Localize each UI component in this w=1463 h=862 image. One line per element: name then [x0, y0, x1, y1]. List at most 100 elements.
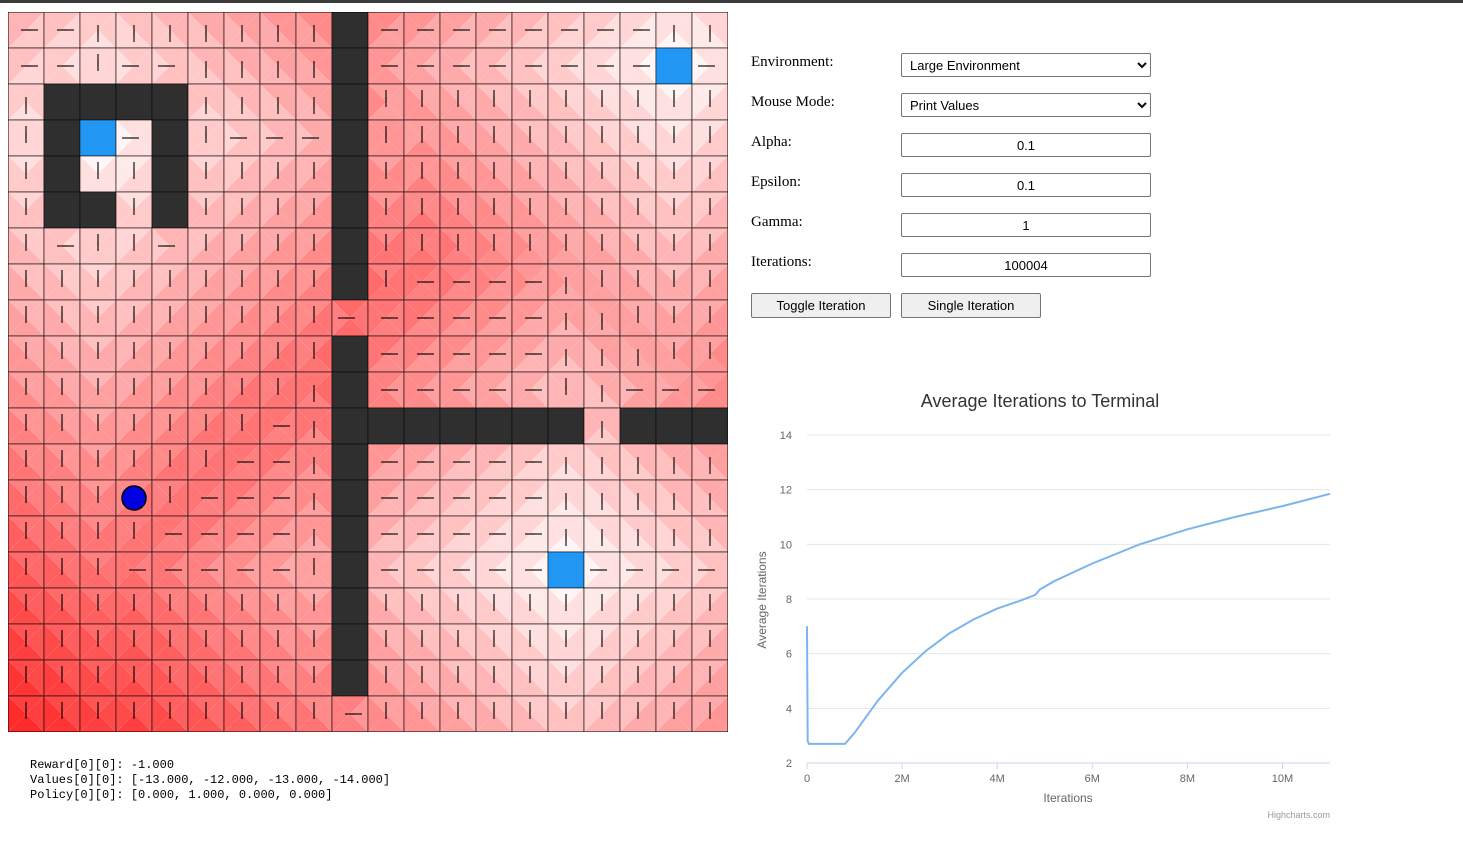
q-value-triangle — [368, 660, 386, 696]
gridworld[interactable] — [8, 12, 728, 732]
q-value-triangle — [548, 660, 566, 696]
q-value-triangle — [44, 390, 80, 408]
y-axis-label: Average Iterations — [755, 551, 769, 648]
q-value-triangle — [584, 300, 602, 336]
q-value-triangle — [188, 534, 224, 552]
iterations-input[interactable] — [901, 253, 1151, 277]
q-value-triangle — [548, 444, 584, 462]
gamma-input[interactable] — [901, 213, 1151, 237]
q-value-triangle — [116, 300, 134, 336]
chart-credits[interactable]: Highcharts.com — [1267, 810, 1330, 820]
q-value-triangle — [44, 282, 80, 300]
q-value-triangle — [170, 228, 188, 264]
toggle-iteration-button[interactable]: Toggle Iteration — [751, 293, 891, 318]
q-value-triangle — [656, 624, 674, 660]
q-value-triangle — [260, 516, 278, 552]
q-value-triangle — [620, 30, 656, 48]
q-value-triangle — [44, 534, 80, 552]
alpha-input[interactable] — [901, 133, 1151, 157]
q-value-triangle — [296, 282, 332, 300]
q-value-triangle — [368, 12, 386, 48]
q-value-triangle — [62, 696, 80, 732]
q-value-triangle — [476, 444, 512, 462]
q-value-triangle — [116, 390, 152, 408]
single-iteration-button[interactable]: Single Iteration — [901, 293, 1041, 318]
q-value-triangle — [692, 192, 710, 228]
q-value-triangle — [404, 714, 440, 732]
q-value-triangle — [296, 12, 314, 48]
q-value-triangle — [368, 372, 386, 408]
q-value-triangle — [314, 300, 332, 336]
q-value-triangle — [692, 12, 710, 48]
q-value-triangle — [8, 84, 44, 102]
q-value-triangle — [260, 678, 296, 696]
q-value-triangle — [440, 48, 476, 66]
q-value-triangle — [674, 336, 692, 372]
q-value-triangle — [548, 678, 584, 696]
q-value-triangle — [476, 642, 512, 660]
q-value-triangle — [242, 84, 260, 120]
q-value-triangle — [548, 516, 566, 552]
q-value-triangle — [116, 678, 152, 696]
q-value-triangle — [98, 228, 116, 264]
q-value-triangle — [512, 552, 530, 588]
q-value-triangle — [440, 372, 476, 390]
epsilon-input[interactable] — [901, 173, 1151, 197]
q-value-triangle — [404, 156, 422, 192]
q-value-triangle — [260, 624, 278, 660]
q-value-triangle — [620, 336, 638, 372]
q-value-triangle — [170, 696, 188, 732]
q-value-triangle — [620, 264, 638, 300]
q-value-triangle — [458, 588, 476, 624]
q-value-triangle — [188, 408, 206, 444]
q-value-triangle — [188, 336, 206, 372]
q-value-triangle — [8, 210, 44, 228]
q-value-triangle — [566, 336, 584, 372]
q-value-triangle — [260, 264, 278, 300]
q-value-triangle — [422, 624, 440, 660]
q-value-triangle — [278, 660, 296, 696]
q-value-triangle — [368, 174, 404, 192]
q-value-triangle — [602, 120, 620, 156]
q-value-triangle — [422, 660, 440, 696]
epsilon-label: Epsilon: — [751, 174, 802, 190]
q-value-triangle — [188, 498, 224, 516]
q-value-triangle — [188, 606, 224, 624]
q-value-triangle — [440, 606, 476, 624]
q-value-triangle — [440, 156, 458, 192]
q-value-triangle — [512, 318, 548, 336]
wall-cell — [331, 371, 369, 409]
gridworld-canvas[interactable] — [8, 12, 728, 732]
q-value-triangle — [152, 660, 170, 696]
q-value-triangle — [386, 660, 404, 696]
q-value-triangle — [314, 84, 332, 120]
q-value-triangle — [692, 300, 710, 336]
q-value-triangle — [26, 336, 44, 372]
q-value-triangle — [80, 624, 98, 660]
q-value-triangle — [44, 516, 62, 552]
q-value-triangle — [8, 174, 44, 192]
q-value-triangle — [656, 696, 674, 732]
mouse-mode-select[interactable]: Print Values — [901, 93, 1151, 117]
q-value-triangle — [476, 480, 512, 498]
q-value-triangle — [44, 462, 80, 480]
q-value-triangle — [584, 300, 620, 318]
wall-cell — [151, 155, 189, 193]
q-value-triangle — [710, 660, 728, 696]
q-value-triangle — [548, 714, 584, 732]
q-value-triangle — [188, 552, 224, 570]
q-value-triangle — [656, 228, 674, 264]
q-value-triangle — [548, 12, 566, 48]
environment-select[interactable]: Large Environment — [901, 53, 1151, 77]
q-value-triangle — [458, 84, 476, 120]
q-value-triangle — [260, 444, 296, 462]
q-value-triangle — [314, 588, 332, 624]
q-value-triangle — [692, 372, 728, 390]
q-value-triangle — [476, 66, 512, 84]
q-value-triangle — [638, 300, 656, 336]
q-value-triangle — [512, 570, 548, 588]
q-value-triangle — [8, 120, 26, 156]
q-value-triangle — [116, 354, 152, 372]
q-value-triangle — [512, 390, 548, 408]
q-value-triangle — [674, 444, 692, 480]
